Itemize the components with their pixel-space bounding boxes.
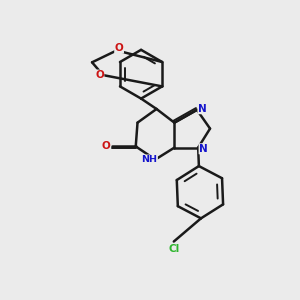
Text: N: N [199,144,208,154]
Text: O: O [101,141,110,152]
Text: O: O [115,43,124,53]
Text: O: O [95,70,104,80]
Text: N: N [198,104,207,114]
Text: Cl: Cl [168,244,179,254]
Text: NH: NH [141,155,158,164]
